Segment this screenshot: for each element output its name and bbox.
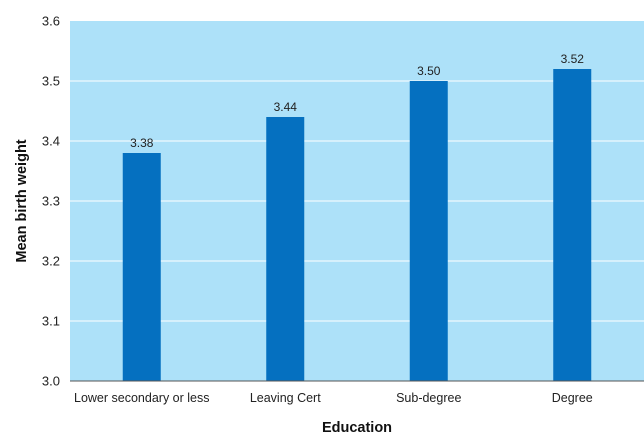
y-tick-label: 3.5	[42, 74, 60, 89]
x-axis-title: Education	[322, 420, 392, 436]
y-tick-label: 3.6	[42, 14, 60, 29]
bar	[409, 81, 448, 381]
y-axis-ticks: 3.0 3.1 3.2 3.3 3.4 3.5 3.6	[42, 14, 60, 389]
gridlines	[70, 80, 644, 322]
x-category-label: Degree	[552, 391, 593, 405]
data-labels: 3.38 3.44 3.50 3.52	[130, 52, 584, 150]
y-tick-label: 3.4	[42, 134, 60, 149]
x-category-label: Lower secondary or less	[74, 391, 209, 405]
y-tick-label: 3.0	[42, 374, 60, 389]
bar	[122, 153, 161, 381]
data-label: 3.38	[130, 136, 154, 150]
y-tick-label: 3.2	[42, 254, 60, 269]
x-axis-categories: Lower secondary or less Leaving Cert Sub-d…	[74, 391, 593, 405]
y-axis-title: Mean birth weight	[14, 139, 30, 262]
x-category-label: Sub-degree	[396, 391, 461, 405]
y-tick-label: 3.3	[42, 194, 60, 209]
y-tick-label: 3.1	[42, 314, 60, 329]
x-category-label: Leaving Cert	[250, 391, 321, 405]
bar	[553, 69, 592, 381]
bars	[122, 69, 592, 381]
data-label: 3.52	[561, 52, 585, 66]
bar	[266, 117, 305, 381]
data-label: 3.50	[417, 64, 441, 78]
data-label: 3.44	[274, 100, 298, 114]
